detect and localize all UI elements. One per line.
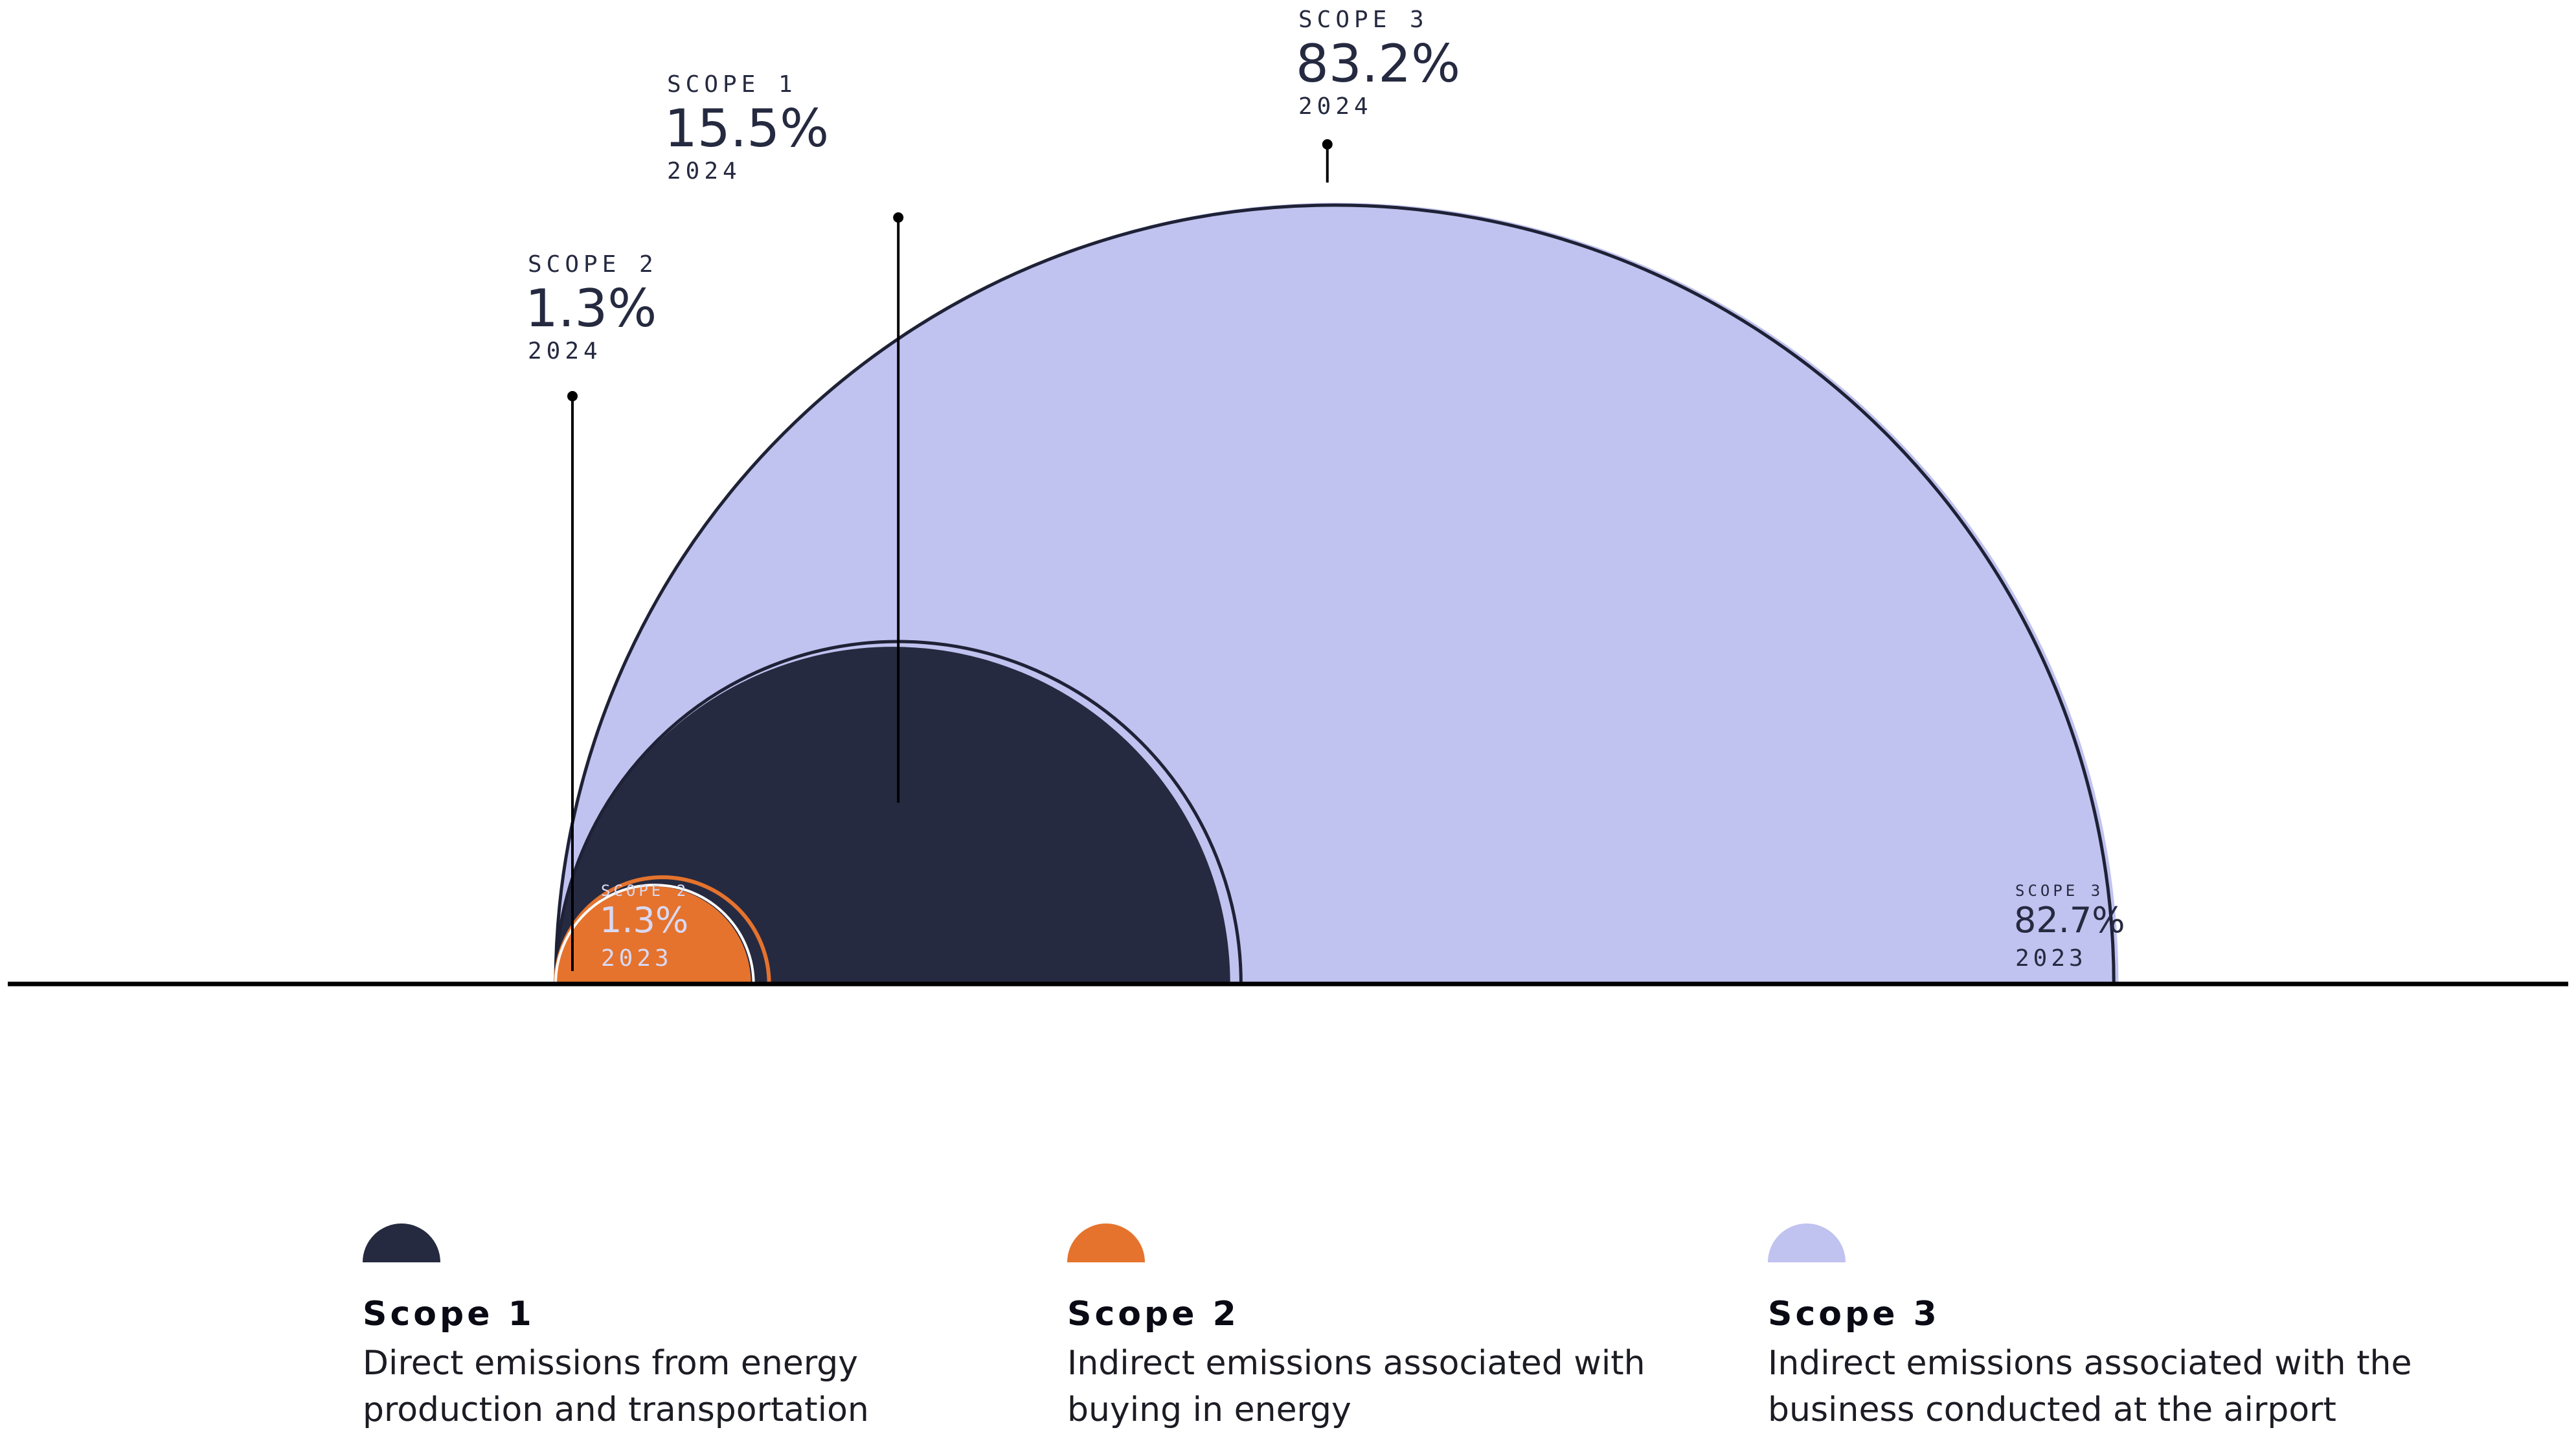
legend-item-scope1: Scope 1 Direct emissions from energy pro… xyxy=(363,1223,945,1433)
scope2-2023-outline-inner xyxy=(554,884,755,985)
scope2-2023-label-scope: SCOPE 2 xyxy=(601,882,689,900)
scope3-2023-label-value: 82.7% xyxy=(2014,900,2125,941)
scope2-2024-leader-dot xyxy=(567,391,578,401)
scope2-2024-label-year: 2024 xyxy=(528,338,602,364)
scope3-2024-label-year: 2024 xyxy=(1298,93,1373,120)
scope2-2023-label-year: 2023 xyxy=(601,945,673,972)
scope1-2023-label-year: 2023 xyxy=(879,945,951,972)
scope3-2024-label-scope: SCOPE 3 xyxy=(1298,6,1429,33)
scope2-2024-area xyxy=(556,886,751,984)
scope3-2024-label-value: 83.2% xyxy=(1296,34,1460,94)
scope2-2024-label-scope: SCOPE 2 xyxy=(528,251,658,278)
legend-title: Scope 1 xyxy=(363,1295,535,1334)
legend-item-scope2: Scope 2 Indirect emissions associated wi… xyxy=(1067,1223,1650,1433)
scope2-2024-label-value: 1.3% xyxy=(525,278,657,339)
scope1-2024-area xyxy=(556,647,1230,984)
scope1-2023-label-scope: SCOPE 1 xyxy=(879,882,967,900)
scope3-swatch xyxy=(1768,1223,1846,1262)
legend-description: Direct emissions from energy production … xyxy=(363,1344,869,1429)
legend-description: Indirect emissions associated with the b… xyxy=(1768,1344,2412,1429)
scope3-2023-outline xyxy=(554,203,2116,985)
scope1-2024-label-value: 15.5% xyxy=(664,98,829,159)
scope2-2023-label-value: 1.3% xyxy=(600,900,688,941)
scope3-2024-leader-dot xyxy=(1322,139,1333,150)
scope3-2023-label-year: 2023 xyxy=(2015,945,2087,972)
scope1-2024-label-scope: SCOPE 1 xyxy=(667,71,797,98)
legend-item-scope3: Scope 3 Indirect emissions associated wi… xyxy=(1768,1223,2412,1433)
scope1-2023-label-value: 16.0% xyxy=(878,900,989,941)
legend-title: Scope 3 xyxy=(1768,1295,1940,1334)
scope2-swatch xyxy=(1067,1223,1145,1262)
legend-description: Indirect emissions associated with buyin… xyxy=(1067,1344,1645,1429)
legend-title: Scope 2 xyxy=(1067,1295,1239,1334)
scope1-2024-leader-dot xyxy=(893,212,904,223)
scope1-2024-label-year: 2024 xyxy=(667,158,741,184)
scope3-2023-label-scope: SCOPE 3 xyxy=(2015,882,2103,900)
scope1-swatch xyxy=(363,1223,440,1262)
